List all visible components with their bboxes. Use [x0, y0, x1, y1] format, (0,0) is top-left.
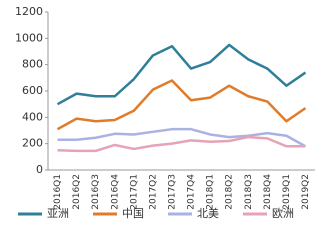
- x-tick-label: 2016Q4: [110, 174, 120, 210]
- y-tick-label: 0: [36, 163, 43, 176]
- x-tick-label: 2016Q3: [91, 174, 101, 210]
- x-tick-label: 2018Q2: [225, 174, 235, 210]
- x-tick-label: 2016Q2: [72, 174, 82, 210]
- chart: 0 200 400 600 800 1000 1200 2016Q1 2016Q2 2016Q3 2…: [15, 5, 315, 220]
- legend-label: 中国: [122, 207, 144, 220]
- page: {"chart_data": {"type": "line", "categor…: [15, 5, 315, 220]
- x-tick-label: 2018Q4: [263, 174, 273, 210]
- series-line: [56, 79, 307, 131]
- y-tick-label: 1000: [15, 31, 43, 44]
- y-tick-label: 600: [22, 84, 43, 97]
- legend-label: 北美: [197, 207, 219, 220]
- y-tick-label: 400: [22, 110, 43, 123]
- x-tick-label: 2017Q4: [187, 174, 197, 210]
- x-tick-label: 2016Q1: [53, 174, 63, 210]
- y-tick-label: 1200: [15, 5, 43, 18]
- x-tick-label: 2018Q1: [206, 174, 216, 210]
- x-tick-label: 2019Q2: [301, 174, 311, 210]
- y-tick-label: 200: [22, 137, 43, 150]
- series-line: [57, 127, 307, 148]
- series-line: [56, 43, 307, 106]
- legend-label: 欧洲: [272, 207, 294, 220]
- y-tick-label: 800: [22, 58, 43, 71]
- x-tick-label: 2017Q1: [129, 174, 139, 210]
- x-tick-label: 2019Q1: [282, 174, 292, 210]
- x-tick-label: 2017Q2: [148, 174, 158, 210]
- legend-label: 亚洲: [47, 207, 69, 220]
- x-tick-label: 2018Q3: [244, 174, 254, 210]
- x-tick-label: 2017Q3: [167, 174, 177, 210]
- series-line: [57, 135, 306, 153]
